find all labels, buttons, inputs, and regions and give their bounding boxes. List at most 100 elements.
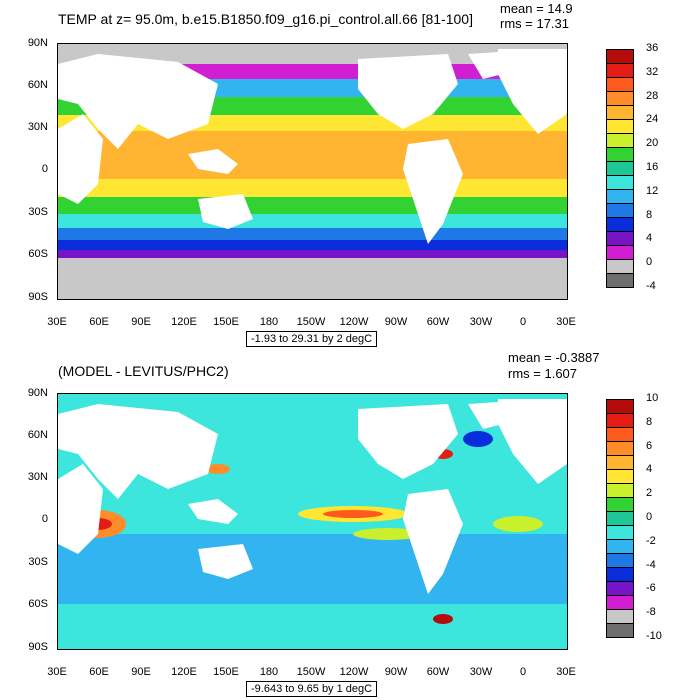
colorbar-swatch (606, 525, 634, 539)
y-tick-label: 30S (28, 206, 48, 218)
x-tick-label: 90E (131, 316, 151, 328)
warm-anomaly (493, 516, 543, 532)
colorbar-label: 16 (646, 161, 659, 173)
y-tick-label: 30N (27, 121, 48, 133)
south-america-land (403, 139, 463, 244)
colorbar-swatch (606, 497, 634, 511)
colorbar-swatch (606, 441, 634, 455)
colorbar-swatch (606, 595, 634, 609)
australia-land (198, 194, 253, 229)
greenland-land (468, 52, 503, 79)
colorbar-swatch (606, 133, 634, 147)
x-tick-label: 30E (556, 666, 576, 678)
band-50s (58, 228, 567, 240)
colorbar-label: -4 (646, 280, 656, 292)
colorbar-label: -10 (646, 630, 662, 642)
colorbar-swatch (606, 581, 634, 595)
colorbar-swatch (606, 189, 634, 203)
y-tick-label: 90S (28, 291, 48, 303)
y-tick-label: 90S (28, 641, 48, 653)
x-tick-label: 120W (339, 316, 369, 328)
colorbar-label: 28 (646, 89, 659, 102)
x-tick-label: 90W (384, 666, 408, 678)
eurasia-land (58, 404, 218, 499)
colorbar-label: 10 (646, 392, 659, 404)
colorbar-swatch (606, 119, 634, 133)
colorbar-label: 24 (646, 113, 659, 126)
difference-map (57, 393, 568, 650)
y-tick-label: 60N (27, 79, 48, 91)
colorbar-label: 4 (646, 232, 653, 245)
colorbar-label: 20 (646, 137, 659, 150)
mean-label: mean = 14.9 (500, 1, 573, 16)
x-tick-label: 180 (259, 316, 279, 328)
y-tick-label: 0 (41, 513, 48, 525)
colorbar-swatch (606, 77, 634, 91)
australia-land (198, 544, 253, 579)
north-america-land (358, 404, 458, 479)
band-tropics (58, 131, 567, 179)
colorbar-label: 2 (646, 487, 653, 500)
contour-range-label: -9.643 to 9.65 by 1 degC (246, 681, 378, 697)
band-40s (58, 214, 567, 228)
mean-label: mean = -0.3887 (508, 350, 600, 365)
africa-land (58, 464, 103, 554)
warm-anomaly (353, 528, 423, 540)
europe-africa-land (498, 49, 567, 134)
x-tick-label: 30E (47, 316, 67, 328)
colorbar-swatch (606, 217, 634, 231)
x-tick-label: 90W (384, 316, 408, 328)
colorbar-swatch (606, 539, 634, 553)
colorbar-swatch (606, 455, 634, 469)
colorbar-swatch (606, 469, 634, 483)
x-tick-label: 150E (213, 666, 239, 678)
colorbar-border (606, 637, 634, 638)
x-tick-label: 30E (556, 316, 576, 328)
southern-band (58, 534, 567, 604)
x-tick-label: 150E (213, 316, 239, 328)
south-america-land (403, 489, 463, 594)
north-america-land (358, 54, 458, 129)
colorbar-label: 6 (646, 439, 653, 452)
colorbar-label: 12 (646, 184, 659, 197)
antarctic-band (58, 604, 567, 649)
warm-anomaly-core (323, 510, 383, 518)
x-tick-label: 90E (131, 666, 151, 678)
x-tick-label: 30W (469, 666, 493, 678)
y-tick-label: 90N (27, 37, 48, 49)
maritime-continent-land (188, 149, 238, 174)
colorbar-swatch (606, 623, 634, 637)
x-tick-label: 30W (469, 316, 493, 328)
colorbar-swatch (606, 413, 634, 427)
colorbar-label: -8 (646, 606, 656, 619)
colorbar-swatch (606, 49, 634, 63)
colorbar-label: 8 (646, 415, 653, 428)
y-tick-label: 30N (27, 471, 48, 483)
colorbar-swatch (606, 105, 634, 119)
x-tick-label: 60E (89, 316, 109, 328)
x-tick-label: 120E (171, 666, 197, 678)
colorbar-label: -4 (646, 558, 656, 571)
x-tick-label: 30E (47, 666, 67, 678)
x-tick-label: 120E (171, 316, 197, 328)
europe-africa-land (498, 399, 567, 484)
band-20s (58, 179, 567, 197)
y-tick-label: 60S (28, 248, 48, 260)
colorbar-swatch (606, 203, 634, 217)
colorbar-swatch (606, 63, 634, 77)
contour-range-label: -1.93 to 29.31 by 2 degC (246, 331, 378, 347)
x-tick-label: 0 (519, 666, 527, 678)
colorbar-swatch (606, 175, 634, 189)
y-tick-label: 60N (27, 429, 48, 441)
difference-field (58, 394, 567, 649)
colorbar-swatch (606, 609, 634, 623)
colorbar-swatch (606, 483, 634, 497)
x-tick-label: 60W (426, 666, 450, 678)
y-tick-label: 90N (27, 387, 48, 399)
difference-map-panel: (MODEL - LEVITUS/PHC2) mean = -0.3887 rm… (0, 350, 700, 700)
rms-label: rms = 1.607 (508, 366, 578, 381)
temperature-map (57, 43, 568, 300)
colorbar-label: 0 (646, 511, 653, 523)
maritime-continent-land (188, 499, 238, 524)
colorbar-label: 0 (646, 256, 653, 269)
